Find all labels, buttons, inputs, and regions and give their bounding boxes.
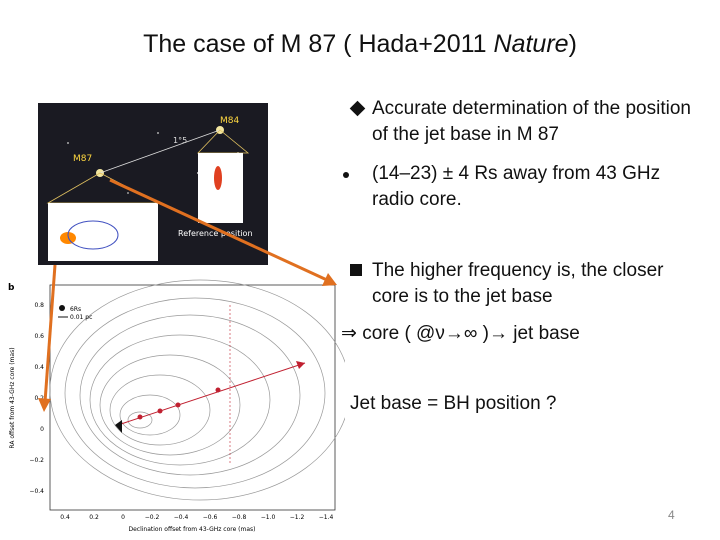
bullet-text: (14‒23) ± 4 Rs away from 43 GHz radio co… <box>372 163 661 210</box>
legend-text: 6Rs <box>70 306 81 313</box>
x-tick-label: −0.4 <box>174 514 189 521</box>
x-tick-label: −0.6 <box>203 514 218 521</box>
title-text: ) <box>568 30 577 58</box>
y-tick-label: 0.6 <box>34 333 44 340</box>
top-figure: M84 M87 1°5 Reference position <box>38 103 268 265</box>
image-label: Reference position <box>178 229 253 238</box>
x-tick-label: 0.2 <box>89 514 99 521</box>
y-tick-label: −0.2 <box>29 457 44 464</box>
y-tick-label: 0 <box>40 426 44 433</box>
bullet-text: The higher frequency is, the closer core… <box>372 260 664 307</box>
title-italic: Nature <box>493 30 569 58</box>
x-tick-label: −0.2 <box>145 514 160 521</box>
slide-title: The case of M 87 ( Hada+2011 Nature) <box>0 30 720 59</box>
x-axis-label: Declination offset from 43-GHz core (mas… <box>128 526 255 533</box>
bullet-dot <box>343 172 349 178</box>
inset <box>48 203 158 261</box>
image-label: 1°5 <box>173 136 187 145</box>
image-label: M87 <box>73 154 92 164</box>
y-tick-label: 0.4 <box>34 364 44 371</box>
question-text: Jet base = BH position ? <box>350 393 557 414</box>
panel-label: b <box>8 283 15 293</box>
bullet-text: ⇒ core ( @ν→∞ )→ jet base <box>341 323 580 344</box>
title-text: The case of M 87 ( Hada+2011 <box>143 30 494 58</box>
x-tick-label: 0 <box>121 514 125 521</box>
y-axis-label: RA offset from 43-GHz core (mas) <box>9 347 16 448</box>
legend-text: 0.01 pc <box>70 314 92 321</box>
x-tick-label: −1.4 <box>319 514 334 521</box>
bullet-text: Accurate determination of the position o… <box>372 98 691 145</box>
jet-axis <box>117 362 306 426</box>
inset <box>198 153 243 223</box>
image-label: M84 <box>220 116 239 126</box>
x-tick-label: 0.4 <box>60 514 70 521</box>
bullet-square <box>350 264 362 276</box>
y-tick-label: 0.2 <box>34 395 44 402</box>
bottom-figure: b 6Rs 0.01 pc RA offset from 43-GHz core… <box>0 265 345 535</box>
page-number: 4 <box>668 508 675 522</box>
y-tick-label: 0.8 <box>34 302 44 309</box>
x-tick-label: −1.2 <box>290 514 305 521</box>
bullet-diamond <box>349 100 366 117</box>
x-tick-label: −1.0 <box>261 514 276 521</box>
y-tick-label: −0.4 <box>29 488 44 495</box>
distance-line <box>99 129 221 174</box>
x-tick-label: −0.8 <box>232 514 247 521</box>
